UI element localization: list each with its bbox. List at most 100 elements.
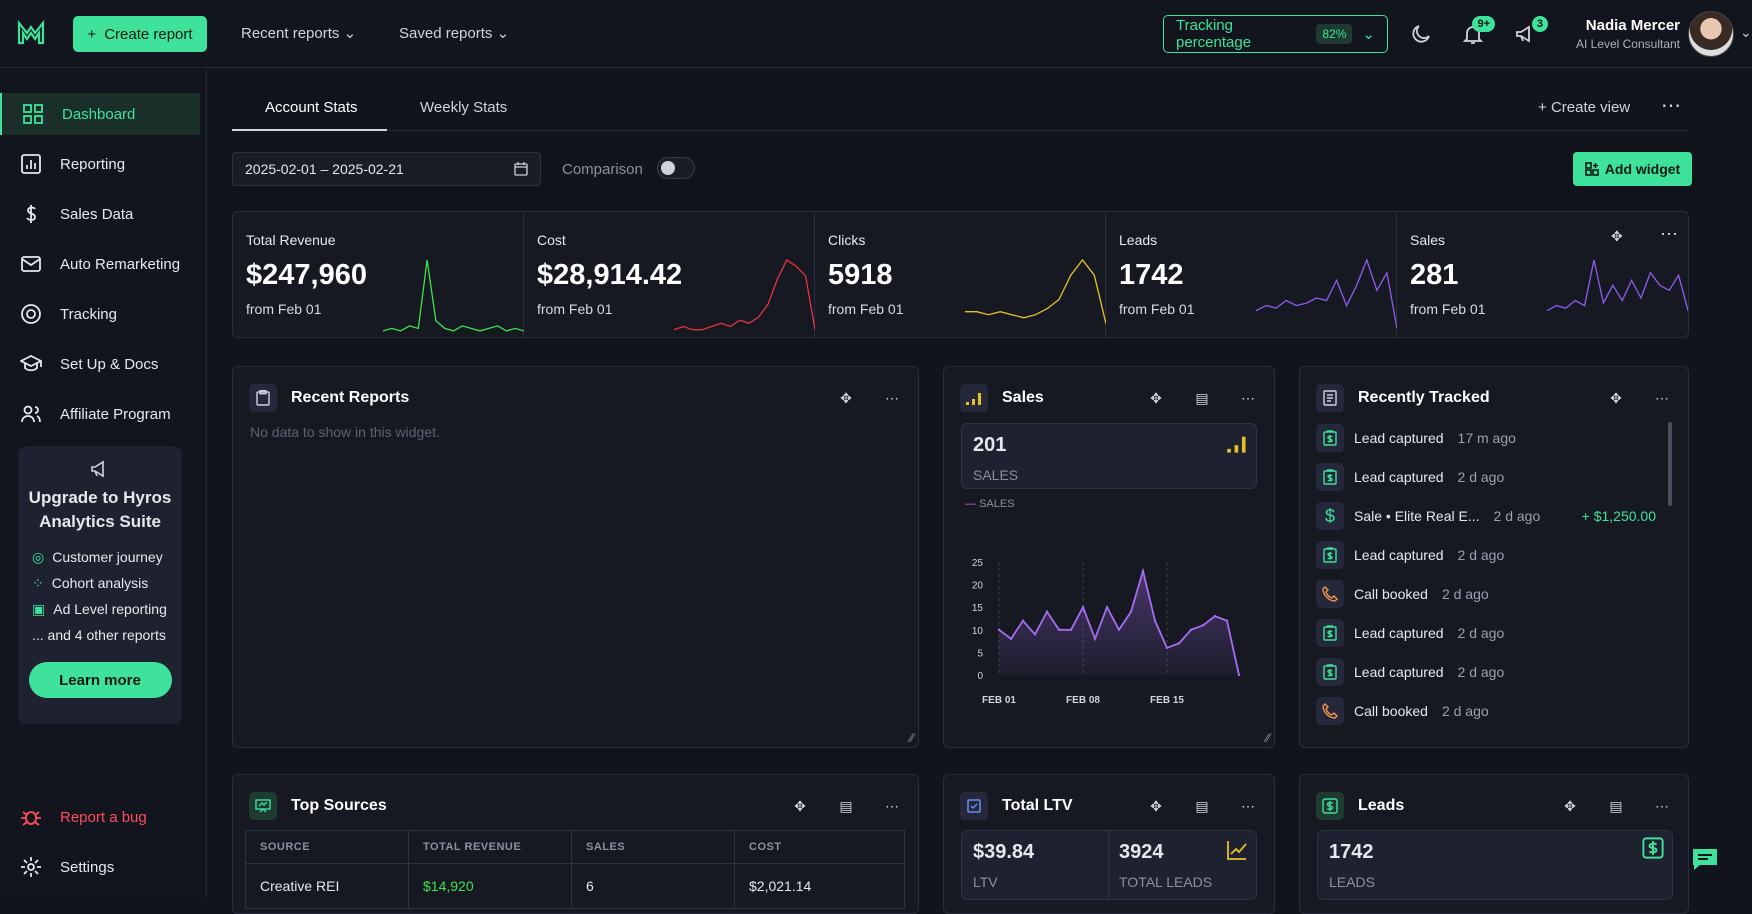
add-widget-button[interactable]: Add widget	[1573, 152, 1692, 186]
column-header[interactable]: SALES	[571, 830, 735, 864]
data-point[interactable]	[1213, 615, 1217, 618]
data-point[interactable]	[1225, 619, 1229, 622]
column-header[interactable]: SOURCE	[245, 830, 409, 864]
tracked-time: 2 d ago	[1441, 586, 1489, 602]
data-point[interactable]	[1009, 637, 1013, 641]
sidebar-item-auto-remarketing[interactable]: Auto Remarketing	[0, 243, 200, 285]
notes-icon[interactable]: ▤	[1609, 797, 1623, 814]
data-point[interactable]	[1045, 610, 1049, 613]
recent-reports-dropdown[interactable]: Recent reports ⌄	[241, 25, 357, 42]
more-icon[interactable]: ⋯	[885, 389, 899, 406]
scrollbar[interactable]	[1668, 422, 1672, 506]
more-icon[interactable]: ⋯	[1655, 389, 1669, 406]
tracked-row[interactable]: $ Sale • Elite Real E... 2 d ago + $1,250.0…	[1316, 501, 1656, 531]
more-icon[interactable]: ⋯	[1241, 389, 1255, 406]
move-icon[interactable]: ✥	[1610, 389, 1622, 406]
stat-sales[interactable]: Sales 281 from Feb 01 ✥ ⋯	[1397, 212, 1688, 337]
data-point[interactable]	[1033, 633, 1037, 636]
move-icon[interactable]: ✥	[1564, 797, 1576, 814]
data-point[interactable]	[1189, 628, 1193, 631]
data-point[interactable]	[1177, 642, 1181, 645]
tracking-percentage-dropdown[interactable]: Tracking percentage 82% ⌄	[1163, 15, 1388, 53]
moon-icon[interactable]	[1409, 22, 1433, 46]
comparison-toggle[interactable]	[657, 157, 695, 179]
data-point[interactable]	[1153, 619, 1157, 622]
sidebar-item-reporting[interactable]: Reporting	[0, 143, 200, 185]
notes-icon[interactable]: ▤	[839, 797, 853, 814]
stat-leads[interactable]: Leads 1742 from Feb 01	[1106, 212, 1397, 337]
resize-handle-icon[interactable]: ⁄⁄	[909, 731, 914, 745]
data-point[interactable]	[1165, 646, 1169, 650]
tracked-row[interactable]: Call booked 2 d ago	[1316, 696, 1656, 726]
tracked-row[interactable]: Lead captured 2 d ago	[1316, 540, 1656, 570]
data-point[interactable]	[997, 628, 1001, 631]
user-info[interactable]: Nadia Mercer AI Level Consultant	[1576, 17, 1680, 51]
notes-icon[interactable]: ▤	[1195, 389, 1209, 406]
report-icon: ▣	[32, 600, 46, 617]
tracked-row[interactable]: Call booked 2 d ago	[1316, 579, 1656, 609]
chevron-down-icon[interactable]: ⌄	[1740, 24, 1752, 40]
data-point[interactable]	[1237, 673, 1241, 677]
learn-more-button[interactable]: Learn more	[28, 662, 172, 698]
move-icon[interactable]: ✥	[794, 797, 806, 814]
create-report-button[interactable]: + Create report	[73, 16, 207, 52]
chat-icon[interactable]	[1691, 847, 1719, 871]
data-point[interactable]	[1093, 637, 1097, 641]
notifications-button[interactable]: 9+	[1461, 16, 1495, 46]
move-icon[interactable]: ✥	[1150, 797, 1162, 814]
tab-account-stats[interactable]: Account Stats	[265, 99, 358, 116]
sales-area	[999, 571, 1239, 675]
saved-reports-dropdown[interactable]: Saved reports ⌄	[399, 25, 510, 42]
stat-clicks[interactable]: Clicks 5918 from Feb 01	[815, 212, 1106, 337]
chevron-down-icon: ⌄	[1362, 26, 1375, 43]
move-icon[interactable]: ✥	[840, 389, 852, 406]
data-point[interactable]	[1081, 606, 1085, 609]
resize-handle-icon[interactable]: ⁄⁄	[1265, 731, 1270, 745]
avatar[interactable]	[1688, 11, 1734, 57]
sidebar-item-setup-docs[interactable]: Set Up & Docs	[0, 343, 200, 385]
tracked-row[interactable]: Lead captured 2 d ago	[1316, 618, 1656, 648]
data-point[interactable]	[1117, 628, 1121, 631]
date-range-picker[interactable]: 2025-02-01 – 2025-02-21	[232, 152, 541, 186]
stat-from: from Feb 01	[1119, 301, 1195, 317]
tracked-time: 2 d ago	[1457, 547, 1505, 563]
data-point[interactable]	[1129, 610, 1133, 613]
report-bug-button[interactable]: Report a bug	[0, 796, 200, 838]
tracked-row[interactable]: Lead captured 2 d ago	[1316, 462, 1656, 492]
total-leads-value: 3924	[1119, 841, 1164, 863]
data-point[interactable]	[1057, 628, 1061, 631]
data-point[interactable]	[1105, 606, 1109, 609]
tracked-row[interactable]: Lead captured 2 d ago	[1316, 657, 1656, 687]
move-icon[interactable]: ✥	[1150, 389, 1162, 406]
table-row[interactable]: Creative REI $14,920 6 $2,021.14	[245, 863, 905, 909]
widget-title: Recent Reports	[291, 389, 410, 406]
data-point[interactable]	[1201, 624, 1205, 627]
more-icon[interactable]: ⋯	[1241, 797, 1255, 814]
sidebar-item-tracking[interactable]: Tracking	[0, 293, 200, 335]
lead-icon	[1316, 619, 1344, 647]
data-point[interactable]	[1069, 628, 1073, 631]
data-point[interactable]	[1141, 569, 1145, 573]
more-icon[interactable]: ⋯	[885, 797, 899, 814]
stat-cost[interactable]: Cost $28,914.42 from Feb 01	[524, 212, 815, 337]
column-header[interactable]: COST	[734, 830, 905, 864]
sidebar-item-affiliate[interactable]: Affiliate Program	[0, 393, 200, 435]
stat-total-revenue[interactable]: Total Revenue $247,960 from Feb 01	[233, 212, 524, 337]
tab-weekly-stats[interactable]: Weekly Stats	[420, 99, 508, 116]
logo-icon[interactable]	[16, 19, 46, 49]
notes-icon[interactable]: ▤	[1195, 797, 1209, 814]
settings-button[interactable]: Settings	[0, 846, 200, 888]
column-header[interactable]: TOTAL REVENUE	[408, 830, 572, 864]
announcements-button[interactable]: 3	[1514, 16, 1548, 46]
more-icon[interactable]: ⋯	[1661, 95, 1681, 117]
more-icon[interactable]: ⋯	[1660, 224, 1678, 244]
data-point[interactable]	[1021, 619, 1025, 622]
widget-title: Top Sources	[291, 797, 387, 814]
sidebar-item-sales-data[interactable]: Sales Data	[0, 193, 200, 235]
move-icon[interactable]: ✥	[1611, 228, 1623, 244]
more-icon[interactable]: ⋯	[1655, 797, 1669, 814]
tracked-row[interactable]: Lead captured 17 m ago	[1316, 423, 1656, 453]
sidebar-item-dashboard[interactable]: Dashboard	[0, 93, 200, 135]
create-view-button[interactable]: + Create view	[1538, 99, 1631, 116]
notification-badge: 9+	[1472, 16, 1495, 32]
